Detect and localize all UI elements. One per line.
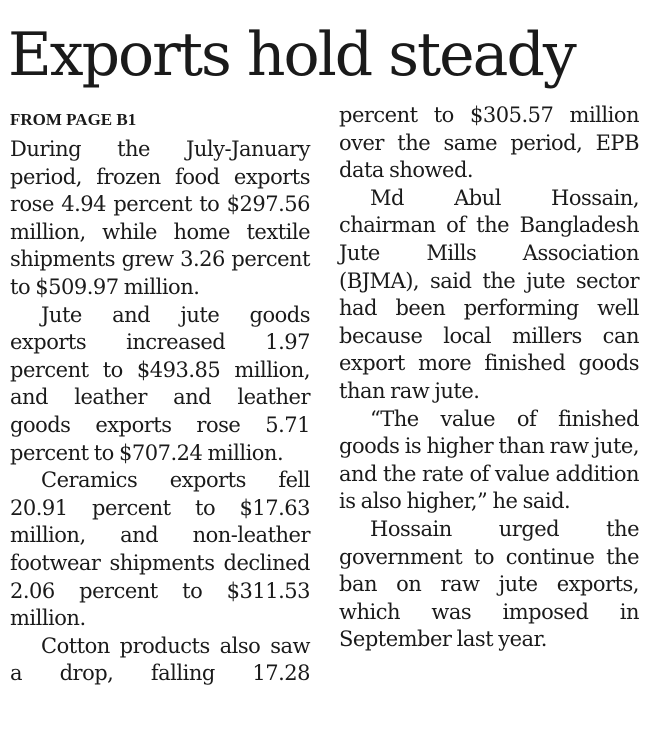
paragraph-left-1: During the July-January period, frozen f… (10, 137, 311, 299)
article-column-left: FROM PAGE B1 During the July-January per… (10, 110, 311, 688)
paragraph-left-2: Jute and jute goods exports increased 1.… (10, 302, 311, 465)
paragraph-right-4: Hossain urged the government to continue… (339, 516, 640, 652)
article-column-right: percent to $305.57 million over the same… (339, 103, 640, 654)
paragraph-right-3: “The value of finished goods is higher t… (339, 406, 640, 514)
paragraph-left-3: Ceramics exports fell 20.91 percent to $… (10, 468, 311, 631)
headline: Exports hold steady (8, 20, 577, 90)
paragraph-right-2: Md Abul Hossain, chairman of the Banglad… (339, 185, 640, 403)
jump-kicker: FROM PAGE B1 (10, 110, 137, 129)
paragraph-left-4: Cotton products also saw a drop, falling… (10, 633, 311, 686)
paragraph-right-1: percent to $305.57 million over the same… (339, 103, 640, 183)
